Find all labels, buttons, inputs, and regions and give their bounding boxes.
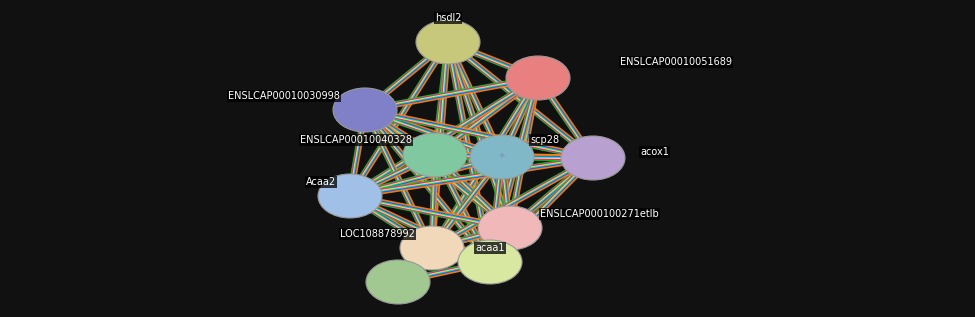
Text: ENSLCAP00010051689: ENSLCAP00010051689 [620,57,732,67]
Ellipse shape [470,135,534,179]
Ellipse shape [458,240,522,284]
Text: Acaa2: Acaa2 [306,177,336,187]
Text: ENSLCAP00010030998: ENSLCAP00010030998 [228,91,340,101]
Text: LOC108878992: LOC108878992 [340,229,415,239]
Text: ✦: ✦ [498,152,506,162]
Text: ENSLCAP00010040328: ENSLCAP00010040328 [300,135,412,145]
Ellipse shape [416,20,480,64]
Ellipse shape [333,88,397,132]
Ellipse shape [366,260,430,304]
Text: acox1: acox1 [640,147,669,157]
Ellipse shape [561,136,625,180]
Ellipse shape [478,206,542,250]
Ellipse shape [400,226,464,270]
Text: hsdl2: hsdl2 [435,13,461,23]
Ellipse shape [506,56,570,100]
Text: ENSLCAP000100271etlb: ENSLCAP000100271etlb [540,209,659,219]
Text: scp28: scp28 [530,135,559,145]
Ellipse shape [318,174,382,218]
Text: acaa1: acaa1 [475,243,505,253]
Ellipse shape [403,133,467,177]
